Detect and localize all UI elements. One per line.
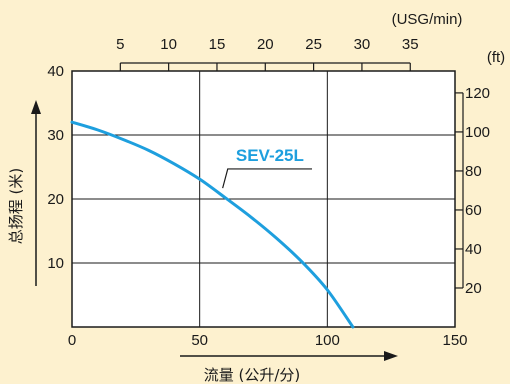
top-tick-label-2: 15 (209, 36, 226, 53)
right-tick-label-2: 60 (465, 202, 482, 219)
y-tick-label-2: 30 (47, 127, 64, 144)
top-tick-label-5: 30 (354, 36, 371, 53)
y-tick-label-3: 40 (47, 63, 64, 80)
secondary-y-unit: (ft) (487, 49, 505, 66)
top-tick-label-3: 20 (257, 36, 274, 53)
right-tick-label-0: 20 (465, 280, 482, 297)
right-tick-label-3: 80 (465, 163, 482, 180)
right-tick-label-5: 120 (465, 85, 490, 102)
x-tick-label-0: 0 (68, 332, 76, 349)
top-tick-label-0: 5 (116, 36, 124, 53)
x-tick-label-3: 150 (442, 332, 467, 349)
series-line-0 (70, 120, 355, 329)
secondary-x-unit: (USG/min) (392, 11, 463, 28)
series-label-0: SEV-25L (236, 146, 304, 165)
axes (71, 62, 464, 328)
right-tick-label-4: 100 (465, 124, 490, 141)
y-tick-label-1: 20 (47, 191, 64, 208)
grid (72, 71, 455, 327)
y-tick-label-0: 10 (47, 255, 64, 272)
plot-frame (71, 70, 456, 328)
x-tick-label-2: 100 (315, 332, 340, 349)
top-tick-label-1: 10 (160, 36, 177, 53)
top-tick-label-6: 35 (402, 36, 419, 53)
series-leader-0 (222, 168, 313, 189)
y-axis-arrowhead (31, 100, 41, 114)
right-tick-label-1: 40 (465, 241, 482, 258)
x-tick-label-1: 50 (191, 332, 208, 349)
x-axis-title: 流量 (公升/分) (204, 366, 301, 384)
tick-labels: 0 50 100 150 10 20 30 40 5 10 15 20 25 30 35 20 40 60 80 10… (47, 36, 490, 349)
x-axis-arrowhead (384, 351, 398, 361)
series-layer: SEV-25L (70, 120, 355, 329)
axis-arrows (31, 100, 398, 361)
y-axis-title: 总扬程 (米) (7, 168, 25, 244)
top-tick-label-4: 25 (305, 36, 322, 53)
